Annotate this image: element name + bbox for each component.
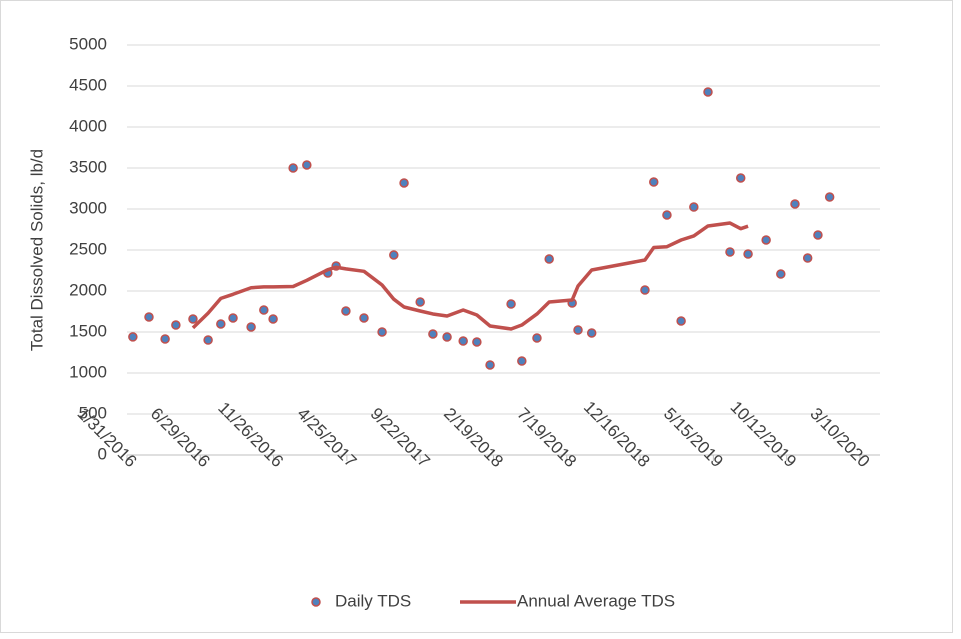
data-point [662, 210, 672, 220]
data-point [506, 299, 516, 309]
data-point [144, 312, 154, 322]
data-point [415, 297, 425, 307]
data-point [813, 230, 823, 240]
data-point [442, 332, 452, 342]
data-point [703, 87, 713, 97]
y-tick-label: 2000 [69, 280, 107, 299]
data-point [544, 254, 554, 264]
y-tick-label: 2500 [69, 239, 107, 258]
data-point [389, 250, 399, 260]
data-point [472, 337, 482, 347]
legend-label: Annual Average TDS [517, 591, 675, 610]
data-point [790, 199, 800, 209]
data-point [428, 329, 438, 339]
data-point [761, 235, 771, 245]
y-tick-label: 0 [98, 444, 107, 463]
data-point [171, 320, 181, 330]
data-point [128, 332, 138, 342]
data-point [735, 173, 746, 183]
data-point [676, 316, 686, 326]
data-point [824, 192, 835, 202]
y-tick-label: 1000 [69, 362, 107, 381]
y-tick-label: 500 [79, 403, 107, 422]
data-point [802, 253, 813, 263]
data-point [259, 305, 269, 315]
data-point [743, 249, 753, 259]
data-point [689, 202, 699, 212]
data-point [359, 313, 369, 323]
data-point [203, 335, 213, 345]
data-point [517, 356, 527, 366]
data-point [246, 322, 256, 332]
data-point [640, 285, 650, 295]
data-point [341, 306, 351, 316]
data-point [725, 247, 735, 257]
data-point [216, 319, 226, 329]
y-tick-label: 5000 [69, 34, 107, 53]
data-point [573, 325, 583, 335]
legend-marker [311, 597, 321, 607]
data-point [458, 336, 468, 346]
y-tick-label: 4000 [69, 116, 107, 135]
legend-label: Daily TDS [335, 591, 411, 610]
data-point [399, 178, 409, 188]
data-point [160, 334, 170, 344]
y-tick-label: 3000 [69, 198, 107, 217]
data-point [485, 360, 495, 370]
data-point [649, 177, 659, 187]
y-tick-label: 3500 [69, 157, 107, 176]
data-point [302, 160, 312, 170]
data-point [288, 163, 298, 173]
data-line [191, 221, 749, 331]
data-point [776, 269, 786, 279]
data-point [228, 313, 238, 323]
y-tick-label: 1500 [69, 321, 107, 340]
data-point [188, 314, 198, 324]
data-point [268, 314, 278, 324]
y-axis-label: Total Dissolved Solids, lb/d [27, 149, 46, 351]
data-point [377, 327, 387, 337]
data-point [532, 333, 542, 343]
y-tick-label: 4500 [69, 75, 107, 94]
data-point [586, 328, 597, 338]
